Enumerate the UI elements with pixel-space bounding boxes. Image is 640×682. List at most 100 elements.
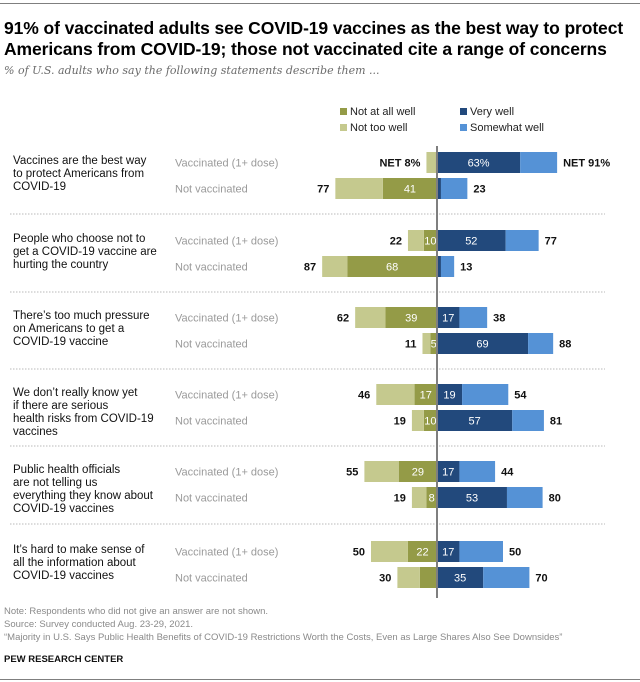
bar-segment-somewhat-well [459,307,488,328]
bar-value-not-at-all-well: 8 [429,493,435,505]
legend-item-very-well: Very well [460,106,514,118]
bar-value-not-at-all-well: 68 [386,262,398,274]
bar-segment-somewhat-well [520,152,558,173]
bar-segment-not-at-all-well [398,461,437,482]
bar-segment-not-at-all-well [382,178,437,199]
bar-segment-not-too-well [322,256,348,277]
net-positive-label: 70 [535,573,547,585]
group-label: Not vaccinated [175,493,248,505]
bar-value-not-at-all-well: 17 [420,390,432,402]
bar-segment-somewhat-well [505,230,539,251]
footnotes: Note: Respondents who did not give an an… [4,605,562,644]
net-negative-label: 77 [317,184,329,196]
legend-label-very-well: Very well [470,106,515,118]
net-positive-label: 44 [501,467,514,479]
legend-item-not-at-all-well: Not at all well [340,106,415,118]
bar-segment-somewhat-well [483,567,530,588]
bar-value-very-well: 19 [443,390,455,402]
legend-swatch-somewhat-well [460,124,467,131]
group-label: Vaccinated (1+ dose) [175,467,278,479]
net-negative-label: 50 [353,547,365,559]
bar-value-very-well: 52 [465,236,477,248]
bar-segment-not-at-all-well [347,256,437,277]
group-label: Vaccinated (1+ dose) [175,236,278,248]
chart-title: 91% of vaccinated adults see COVID-19 va… [4,18,624,59]
org-name: PEW RESEARCH CENTER [4,654,124,665]
bar-segment-very-well [437,178,441,199]
bar-segment-somewhat-well [528,333,554,354]
bar-segment-somewhat-well [512,410,544,431]
bar-value-very-well: 69 [476,339,488,351]
source-text: Source: Survey conducted Aug. 23-29, 202… [4,619,194,630]
bar-segment-not-at-all-well [385,307,437,328]
legend-swatch-very-well [460,108,467,115]
bar-segment-very-well [437,461,460,482]
bar-value-very-well: 17 [442,313,454,325]
question-label: Vaccines are the best way to protect Amer… [13,155,147,193]
legend-label-not-too-well: Not too well [350,122,408,134]
bar-segment-not-too-well [422,333,431,354]
net-positive-label: 81 [550,416,562,428]
question-label: It’s hard to make sense of all the inform… [13,544,145,582]
bar-segment-not-too-well [407,230,424,251]
bar-segment-not-too-well [397,567,420,588]
bar-segment-very-well [437,307,460,328]
group-label: Not vaccinated [175,573,248,585]
bar-segment-not-too-well [364,461,399,482]
bar-value-very-well: 17 [442,547,454,559]
bar-value-very-well: 63% [468,158,490,170]
bar-segment-somewhat-well [506,487,543,508]
group-label: Not vaccinated [175,339,248,351]
net-positive-label: 13 [460,262,472,274]
question-label: We don’t really know yet if there are ser… [13,387,154,438]
note-text: Note: Respondents who did not give an an… [4,606,269,617]
net-negative-label: 19 [394,493,406,505]
net-negative-label: 22 [390,236,402,248]
bar-segment-very-well [437,567,484,588]
group-label: Not vaccinated [175,184,248,196]
bar-value-very-well: 53 [466,493,478,505]
legend: Not at all well Not too well Very well S… [340,106,600,136]
group-label: Vaccinated (1+ dose) [175,390,278,402]
chart-subtitle: % of U.S. adults who say the following s… [4,64,380,77]
bottom-rule [0,679,640,680]
bar-value-not-at-all-well: 22 [416,547,428,559]
bar-segment-somewhat-well [459,541,503,562]
net-negative-label: 46 [358,390,370,402]
net-negative-label: 87 [304,262,316,274]
group-label: Vaccinated (1+ dose) [175,158,278,170]
bar-segment-not-too-well [371,541,408,562]
bar-segment-not-at-all-well [414,384,437,405]
net-positive-label: 38 [493,313,505,325]
bar-segment-somewhat-well [440,178,468,199]
net-negative-label: 11 [405,339,417,351]
bar-segment-somewhat-well [459,461,496,482]
net-positive-label: 80 [549,493,561,505]
net-negative-label: 55 [346,467,358,479]
bar-segment-very-well [437,230,506,251]
bar-segment-not-too-well [376,384,415,405]
question-label: Public health officials are not telling u… [13,464,154,515]
legend-label-somewhat-well: Somewhat well [470,122,544,134]
bar-segment-very-well [437,541,460,562]
top-rule [0,3,640,4]
bar-value-not-at-all-well: 29 [412,467,424,479]
bar-segment-very-well [437,410,513,431]
bar-value-not-at-all-well: 10 [424,236,436,248]
bar-segment-very-well [437,384,463,405]
bar-segment-very-well [437,333,529,354]
bar-segment-somewhat-well [462,384,509,405]
legend-swatch-not-at-all-well [340,108,347,115]
bar-segment-not-at-all-well [423,410,437,431]
bar-value-not-at-all-well: 10 [424,416,436,428]
question-label: People who choose not to get a COVID-19 v… [13,233,157,271]
bar-value-very-well: 35 [454,573,466,585]
bar-segment-not-too-well [426,152,436,173]
bar-segment-very-well [437,256,441,277]
net-positive-label: 23 [473,184,485,196]
bar-value-not-at-all-well: 5 [431,339,437,351]
bar-segment-not-too-well [335,178,383,199]
group-label: Not vaccinated [175,262,248,274]
bar-value-not-at-all-well: 41 [404,184,416,196]
